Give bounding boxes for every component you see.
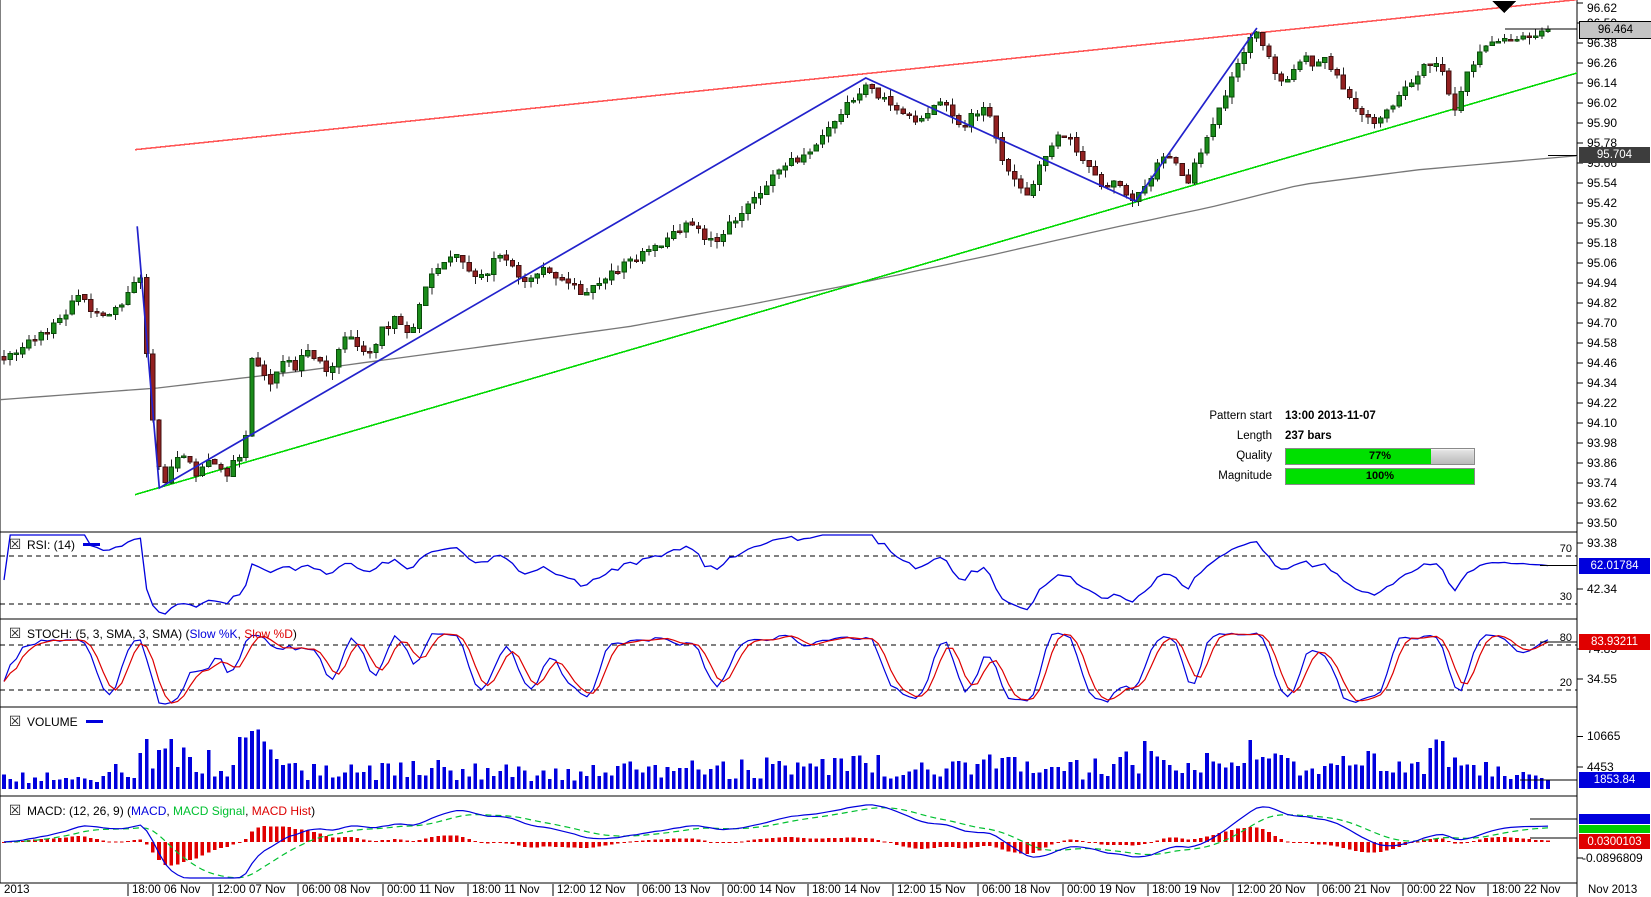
stoch-header: ☒ STOCH: (5, 3, SMA, 3, SMA) (Slow %K, S… <box>8 626 297 641</box>
stoch-value-box: 83.93211 <box>1579 634 1650 650</box>
macd-line-value-box <box>1579 814 1650 824</box>
pattern-length-label: Length <box>1236 430 1272 442</box>
volume-checkbox-icon[interactable]: ☒ <box>8 712 22 729</box>
macd-hist-label: MACD Hist <box>251 803 312 818</box>
volume-value-box: 1853.84 <box>1579 772 1650 788</box>
rsi-value-box: 62.01784 <box>1579 558 1650 574</box>
macd-signal-label: MACD Signal <box>173 803 246 818</box>
macd-checkbox-icon[interactable]: ☒ <box>8 801 22 818</box>
volume-title: VOLUME <box>27 714 78 729</box>
rsi-title: RSI: (14) <box>27 537 76 552</box>
pattern-quality-bar: 77% <box>1285 447 1475 465</box>
volume-legend-swatch <box>85 720 103 723</box>
stoch-checkbox-icon[interactable]: ☒ <box>8 624 22 641</box>
macd-header: ☒ MACD: (12, 26, 9) (MACD, MACD Signal, … <box>8 803 315 818</box>
pattern-quality-label: Quality <box>1236 450 1272 462</box>
pattern-length-value: 237 bars <box>1285 430 1332 442</box>
pattern-magnitude-text: 100% <box>1365 470 1395 482</box>
macd-line-label: MACD <box>131 803 167 818</box>
macd-hist-value-box: 0.0300103 <box>1579 834 1650 849</box>
current-price-box: 96.464 <box>1579 21 1651 39</box>
ma-price-box: 95.704 <box>1579 147 1650 163</box>
stoch-k-label: Slow %K <box>189 626 238 641</box>
rsi-legend-swatch <box>83 543 101 546</box>
pattern-magnitude-label: Magnitude <box>1218 470 1272 482</box>
pattern-start-value: 13:00 2013-11-07 <box>1285 410 1376 422</box>
macd-title: MACD: (12, 26, 9) (MACD, MACD Signal, MA… <box>27 803 316 818</box>
pattern-start-label: Pattern start <box>1209 410 1272 422</box>
stoch-d-label: Slow %D <box>244 626 293 641</box>
stoch-title: STOCH: (5, 3, SMA, 3, SMA) (Slow %K, Slo… <box>27 626 297 641</box>
volume-header: ☒ VOLUME <box>8 714 103 729</box>
pattern-quality-fill <box>1286 448 1431 464</box>
pattern-magnitude-bar: 100% <box>1285 467 1475 485</box>
rsi-header: ☒ RSI: (14) <box>8 535 101 552</box>
rsi-checkbox-icon[interactable]: ☒ <box>8 535 22 552</box>
macd-signal-value-box <box>1579 825 1650 833</box>
pattern-quality-text: 77% <box>1368 450 1392 462</box>
pattern-magnitude-fill <box>1286 468 1474 484</box>
